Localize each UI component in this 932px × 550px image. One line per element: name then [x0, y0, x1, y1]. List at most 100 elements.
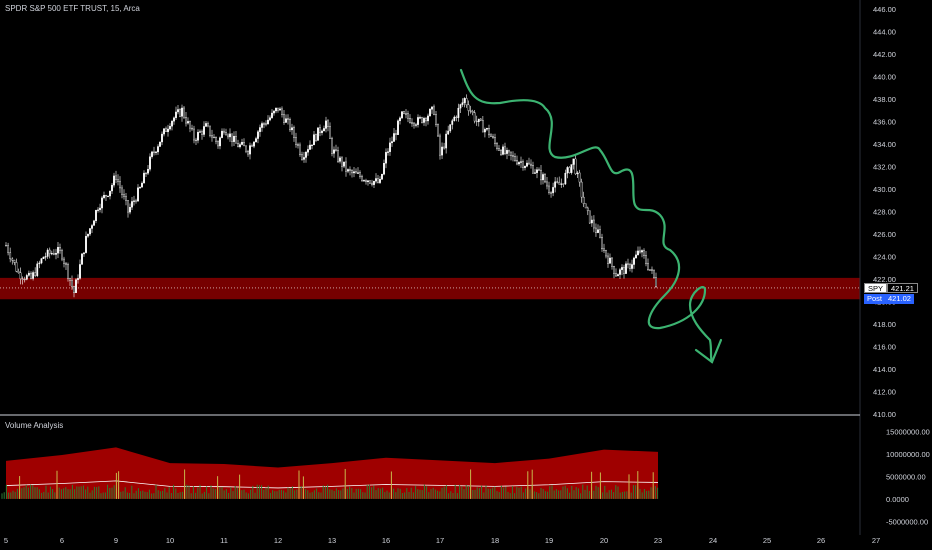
volume-title[interactable]: Volume Analysis — [5, 421, 64, 430]
candle-body — [285, 118, 287, 123]
candle-body — [586, 207, 589, 212]
candle-body — [19, 272, 22, 280]
candle-body — [9, 252, 12, 260]
candle-body — [465, 98, 468, 106]
candle-body — [488, 128, 490, 136]
candle-body — [85, 236, 87, 253]
candle-body — [389, 142, 391, 152]
candle-body — [486, 128, 488, 130]
candle-body — [345, 161, 347, 172]
candle-body — [425, 118, 427, 122]
x-tick-label: 19 — [545, 536, 553, 545]
candle-body — [257, 131, 259, 139]
candle-body — [253, 141, 255, 147]
candle-body — [381, 173, 383, 180]
y-tick-label: 422.00 — [873, 275, 896, 284]
candle-body — [506, 150, 508, 154]
candle-body — [479, 118, 482, 121]
candle-body — [496, 143, 498, 149]
candle-body — [375, 178, 377, 182]
candle-body — [401, 111, 403, 119]
candle-body — [397, 120, 399, 135]
candle-body — [189, 121, 191, 129]
candle-body — [453, 116, 456, 121]
candle-body — [5, 245, 7, 247]
candle-body — [67, 264, 69, 279]
x-tick-label: 10 — [166, 536, 174, 545]
candle-body — [279, 108, 281, 111]
candle-body — [457, 107, 460, 118]
candle-body — [305, 151, 307, 158]
candle-body — [245, 145, 247, 152]
candle-body — [119, 181, 121, 189]
candle-body — [357, 172, 359, 174]
candle-body — [259, 127, 261, 132]
y-tick-label: 418.00 — [873, 320, 896, 329]
candle-body — [173, 117, 175, 122]
candle-body — [481, 120, 484, 133]
candle-body — [315, 134, 317, 141]
candle-body — [613, 266, 615, 274]
y-tick-label: 442.00 — [873, 50, 896, 59]
candle-body — [526, 162, 528, 167]
candle-body — [419, 117, 421, 119]
y-tick-label: 436.00 — [873, 118, 896, 127]
y-tick-label: 416.00 — [873, 343, 896, 352]
candle-body — [595, 227, 597, 233]
candle-body — [75, 279, 77, 294]
y-tick-label: 446.00 — [873, 5, 896, 14]
candle-body — [492, 136, 494, 138]
candle-body — [21, 278, 24, 280]
x-tick-label: 18 — [491, 536, 499, 545]
candle-body — [353, 171, 355, 174]
candle-body — [327, 120, 329, 127]
candle-body — [219, 137, 221, 147]
candle-body — [441, 146, 443, 156]
candle-body — [532, 164, 534, 174]
candle-body — [95, 210, 97, 222]
post-price-badge: Post 421.02 — [864, 294, 914, 304]
candle-body — [193, 128, 195, 141]
candle-body — [421, 117, 423, 123]
candle-body — [177, 109, 179, 113]
x-tick-label: 16 — [382, 536, 390, 545]
candle-body — [157, 146, 159, 153]
candle-body — [443, 146, 445, 149]
candle-body — [225, 131, 227, 136]
candle-body — [379, 179, 381, 183]
candle-body — [71, 280, 73, 287]
candle-body — [633, 257, 635, 265]
candle-body — [289, 119, 291, 131]
candle-body — [548, 185, 550, 193]
candle-body — [217, 141, 219, 147]
x-tick-label: 9 — [114, 536, 118, 545]
candle-body — [631, 264, 633, 269]
candle-body — [185, 117, 187, 124]
x-tick-label: 13 — [328, 536, 336, 545]
candle-body — [207, 123, 209, 127]
candle-body — [7, 245, 9, 253]
trend-arrow-path — [459, 68, 714, 364]
candle-body — [653, 269, 655, 278]
candle-body — [147, 169, 149, 174]
candle-body — [475, 120, 478, 123]
symbol-title[interactable]: SPDR S&P 500 ETF TRUST, 15, Arca — [5, 4, 140, 13]
candle-body — [48, 249, 51, 254]
volume-y-tick-label: 5000000.00 — [886, 473, 926, 482]
support-zone — [0, 277, 860, 300]
candle-body — [349, 169, 351, 171]
candle-body — [77, 278, 79, 280]
volume-pane — [1, 447, 659, 499]
candle-body — [512, 155, 514, 157]
candle-body — [437, 124, 439, 137]
candle-body — [417, 117, 419, 125]
candle-body — [584, 203, 587, 209]
candle-body — [55, 253, 57, 255]
candle-body — [211, 135, 213, 138]
candle-body — [179, 109, 181, 117]
candle-body — [550, 192, 552, 194]
candle-body — [409, 118, 411, 123]
candle-body — [79, 264, 81, 279]
candle-body — [87, 233, 89, 237]
